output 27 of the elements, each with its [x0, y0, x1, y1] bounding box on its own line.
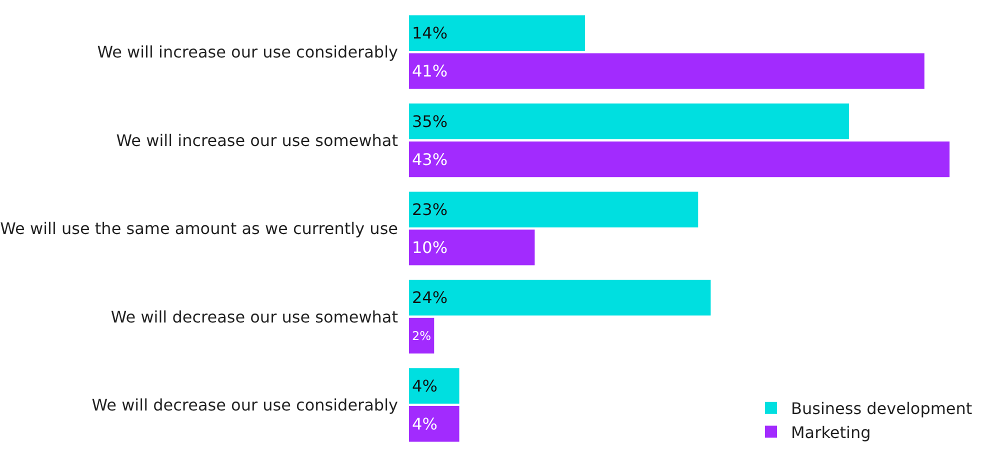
bar: [409, 280, 711, 316]
y-tick-label: We will increase our use somewhat: [116, 130, 398, 150]
y-tick-label: We will use the same amount as we currently use: [0, 219, 398, 238]
data-label: 10%: [412, 238, 448, 257]
bar: [409, 192, 698, 228]
bar: [409, 318, 434, 354]
data-label: 14%: [412, 24, 448, 43]
bar: [409, 230, 535, 266]
data-label: 24%: [412, 288, 448, 308]
legend-label: Business development: [791, 399, 972, 418]
y-tick-label: We will decrease our use somewhat: [110, 307, 398, 326]
y-tick-label: We will increase our use considerably: [97, 42, 398, 62]
data-label: 41%: [412, 62, 448, 81]
legend-label: Marketing: [791, 422, 871, 442]
bar: [409, 104, 849, 140]
data-label: 4%: [412, 414, 438, 434]
bar: [409, 368, 460, 404]
data-label: 23%: [412, 200, 448, 220]
y-tick-label: We will decrease our use considerably: [92, 396, 398, 414]
bar: [409, 406, 460, 442]
bar: [409, 15, 585, 51]
data-label: 43%: [412, 150, 448, 169]
bar: [409, 141, 950, 178]
data-label: 4%: [412, 376, 438, 396]
data-label: 35%: [412, 112, 448, 131]
data-label: 2%: [412, 328, 432, 343]
bar: [409, 53, 924, 89]
